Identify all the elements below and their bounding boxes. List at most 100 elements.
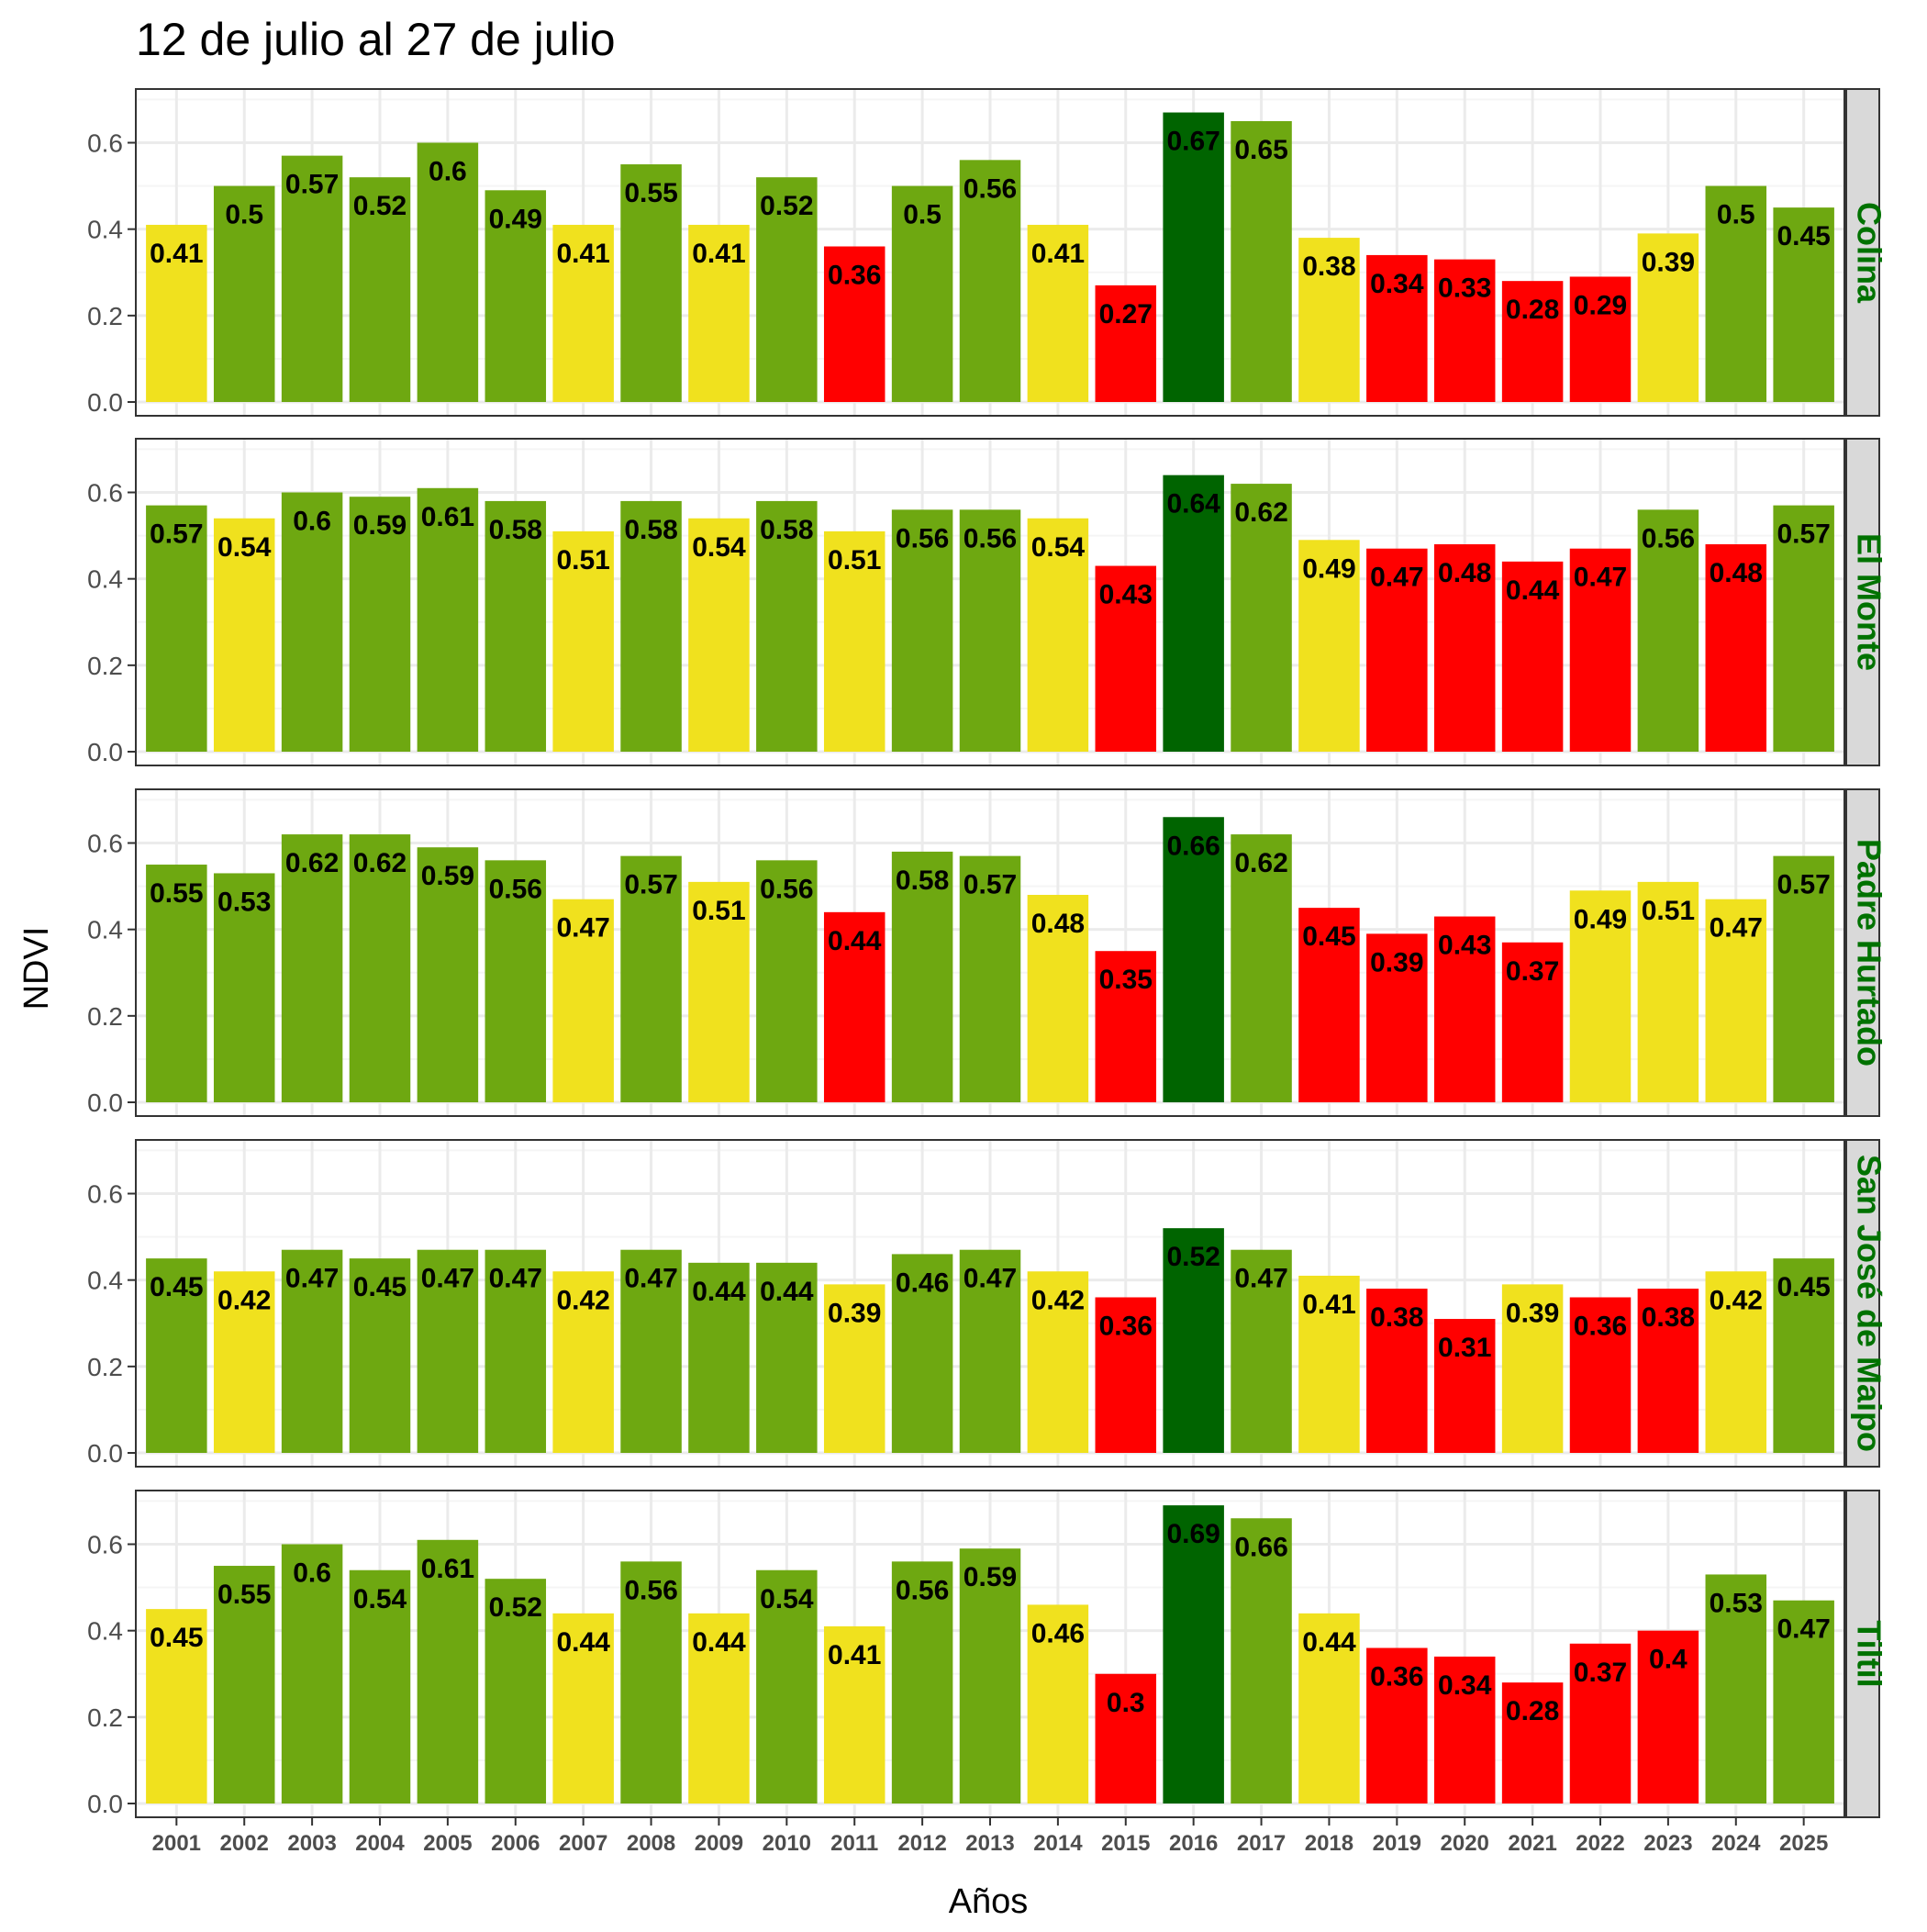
bar-value-label: 0.34 — [1438, 1670, 1492, 1701]
bar-value-label: 0.42 — [1031, 1285, 1085, 1315]
bar-value-label: 0.57 — [964, 870, 1017, 900]
facet-strip-label: Padre Hurtado — [1850, 839, 1888, 1067]
bar — [1773, 855, 1834, 1102]
bar — [1366, 1289, 1428, 1453]
x-tick-label: 2016 — [1169, 1831, 1218, 1856]
bar — [1433, 916, 1496, 1102]
bar — [485, 500, 547, 752]
x-tick-label: 2003 — [287, 1831, 336, 1856]
bar-value-label: 0.46 — [1031, 1618, 1085, 1648]
bar — [1163, 1228, 1224, 1453]
bar-value-label: 0.35 — [1099, 965, 1153, 995]
bar-value-label: 0.42 — [556, 1285, 609, 1315]
bar-value-label: 0.5 — [1717, 200, 1755, 230]
bar — [823, 1284, 886, 1453]
bar — [1433, 544, 1496, 752]
facet-panel: 0.0 0.2 0.4 0.6 0.57 0.54 0.6 0.59 0.61 0.58 0.51 0… — [87, 438, 1888, 766]
y-tick-label: 0.2 — [87, 302, 123, 330]
panel-border — [135, 1139, 1845, 1468]
bar-value-label: 0.61 — [421, 1554, 474, 1584]
bar-value-label: 0.45 — [150, 1623, 203, 1653]
facet-panel: 0.0 0.2 0.4 0.6 0.55 0.53 0.62 0.62 0.59 0.56 0.47… — [87, 788, 1888, 1117]
bar-value-label: 0.47 — [624, 1264, 677, 1294]
bar — [146, 1609, 207, 1804]
bar — [891, 1254, 953, 1453]
bar-value-label: 0.37 — [1574, 1658, 1627, 1688]
y-tick-label: 0.6 — [87, 1180, 123, 1209]
bar — [959, 1548, 1021, 1804]
bar — [417, 142, 479, 402]
bar — [1298, 1613, 1360, 1804]
bar — [1705, 185, 1767, 402]
bar — [281, 492, 343, 752]
bar — [1569, 276, 1632, 402]
x-tick-label: 2004 — [355, 1831, 405, 1856]
bar-value-label: 0.44 — [692, 1277, 746, 1307]
bar-value-label: 0.44 — [556, 1627, 610, 1658]
x-tick-label: 2025 — [1779, 1831, 1828, 1856]
bar-value-label: 0.58 — [489, 515, 542, 545]
bar-value-label: 0.52 — [489, 1592, 542, 1623]
bar-value-label: 0.27 — [1099, 299, 1153, 329]
bar — [688, 881, 750, 1102]
bar-value-label: 0.49 — [1302, 553, 1355, 584]
x-tick-label: 2022 — [1576, 1831, 1624, 1856]
bar-value-label: 0.52 — [760, 191, 813, 221]
bar-value-label: 0.39 — [1506, 1298, 1559, 1328]
bar-value-label: 0.67 — [1166, 127, 1220, 157]
bar — [417, 487, 479, 752]
bar-value-label: 0.36 — [1370, 1662, 1423, 1692]
bar-value-label: 0.58 — [760, 515, 813, 545]
bar — [959, 509, 1021, 752]
bar-value-label: 0.56 — [896, 1575, 949, 1605]
bar-value-label: 0.56 — [624, 1575, 677, 1605]
bar-value-label: 0.56 — [760, 874, 813, 904]
bar — [1569, 890, 1632, 1102]
x-tick-label: 2023 — [1643, 1831, 1692, 1856]
bar — [1637, 1289, 1699, 1453]
bar-value-label: 0.48 — [1710, 558, 1763, 588]
bar — [891, 185, 953, 402]
bar — [823, 1625, 886, 1804]
bar-value-label: 0.38 — [1642, 1302, 1695, 1333]
bar — [552, 1613, 614, 1804]
bar — [1569, 1643, 1632, 1804]
y-tick-label: 0.4 — [87, 1617, 123, 1646]
bar-value-label: 0.64 — [1166, 489, 1220, 519]
bar — [1298, 540, 1360, 752]
bar-value-label: 0.62 — [1234, 848, 1287, 878]
x-tick-label: 2008 — [627, 1831, 675, 1856]
bar-value-label: 0.28 — [1506, 1696, 1559, 1726]
facet-panel: 0.0 0.2 0.4 0.6 0.45 0.55 0.6 0.54 0.61 0.52 0.44 0… — [87, 1490, 1888, 1818]
facet-strip — [1845, 438, 1880, 766]
bar-value-label: 0.6 — [293, 507, 331, 537]
bar — [146, 505, 207, 752]
bar — [552, 224, 614, 402]
x-tick-label: 2011 — [830, 1831, 878, 1856]
bar-value-label: 0.49 — [489, 204, 542, 234]
bar — [823, 246, 886, 402]
y-tick-label: 0.2 — [87, 652, 123, 680]
bar-value-label: 0.56 — [489, 874, 542, 904]
bar — [1231, 484, 1292, 752]
y-tick-label: 0.2 — [87, 1703, 123, 1732]
facet-panels: 0.00.20.40.60.410.50.570.520.60.490.410.… — [87, 88, 1888, 1818]
bar — [1298, 1275, 1360, 1453]
bar-value-label: 0.6 — [429, 157, 467, 187]
x-tick-label: 2021 — [1508, 1831, 1556, 1856]
bar-value-label: 0.54 — [760, 1584, 814, 1614]
bar — [349, 1258, 411, 1453]
bar — [349, 177, 411, 402]
bar — [823, 530, 886, 752]
facet-strip-label: Colina — [1850, 202, 1888, 304]
y-tick-label: 0.4 — [87, 216, 123, 244]
bar-value-label: 0.55 — [217, 1580, 271, 1610]
bar-value-label: 0.42 — [217, 1285, 271, 1315]
bar-value-label: 0.61 — [421, 502, 474, 532]
bar — [959, 1249, 1021, 1453]
bar-value-label: 0.55 — [624, 178, 677, 208]
bar-value-label: 0.45 — [1777, 221, 1830, 251]
bar-value-label: 0.62 — [353, 848, 407, 878]
y-tick-label: 0.6 — [87, 830, 123, 858]
bar — [281, 1249, 343, 1453]
